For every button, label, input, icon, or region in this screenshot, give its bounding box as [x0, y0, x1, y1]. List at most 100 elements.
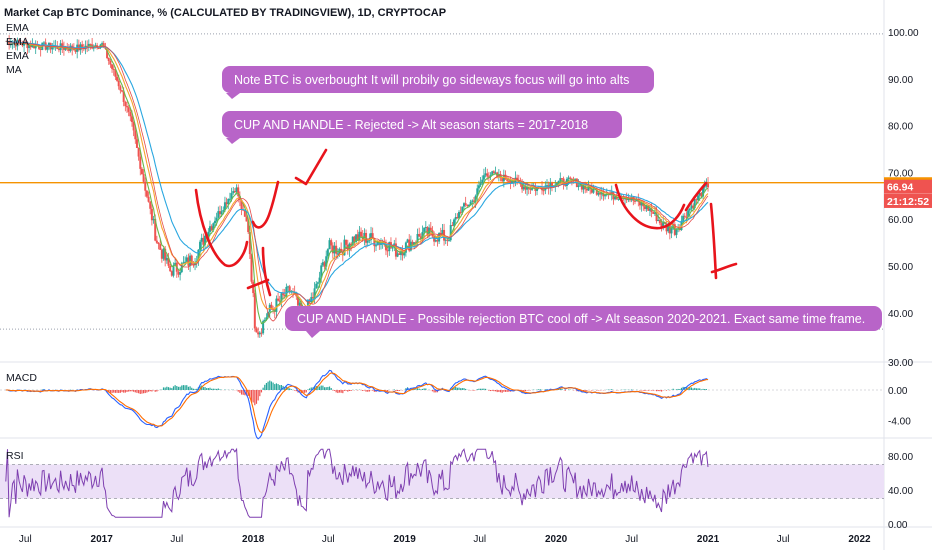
candle-body	[142, 174, 145, 182]
indicator-label-ema-3[interactable]: EMA	[6, 50, 29, 62]
candle-body	[235, 187, 238, 192]
candle-body	[474, 195, 477, 202]
candle-body	[323, 262, 326, 267]
time-tick-label: 2022	[848, 534, 871, 545]
candle-body	[122, 91, 125, 102]
candle-body	[700, 192, 703, 197]
annotations[interactable]: Note BTC is overbought It will probily g…	[222, 66, 882, 338]
candle-body	[351, 236, 354, 246]
price-tick-label: 40.00	[888, 309, 913, 320]
candle-body	[492, 171, 495, 174]
candle-body	[648, 208, 651, 211]
candle-body	[72, 49, 75, 51]
candle-body	[316, 282, 319, 284]
candle-body	[282, 293, 285, 295]
candle-body	[703, 186, 706, 188]
candle-body	[343, 239, 346, 256]
candle-body	[160, 249, 163, 259]
candle-body	[411, 241, 414, 245]
indicator-label-ma[interactable]: MA	[6, 64, 22, 76]
candle-body	[152, 218, 155, 221]
macd-line	[5, 369, 709, 440]
candle-body	[199, 241, 202, 250]
candle-body	[233, 191, 236, 193]
candle-body	[350, 243, 353, 246]
candle-body	[529, 188, 532, 190]
annotation-bubble[interactable]	[285, 306, 882, 331]
chart-title: Market Cap BTC Dominance, % (CALCULATED …	[4, 7, 446, 19]
time-tick-label: Jul	[473, 534, 486, 545]
candle-body	[675, 228, 678, 235]
macd-pane[interactable]	[0, 369, 884, 440]
macd-pane-title[interactable]: MACD	[6, 372, 37, 384]
candle-body	[366, 240, 369, 243]
candle-body	[92, 47, 95, 49]
indicator-label-ema-2[interactable]: EMA	[6, 36, 29, 48]
candle-body	[399, 251, 402, 255]
candle-body	[278, 300, 281, 302]
annotation-text: CUP AND HANDLE - Possible rejection BTC …	[297, 312, 865, 326]
candle-body	[101, 43, 104, 45]
candle-body	[313, 288, 316, 298]
candle-body	[413, 242, 416, 245]
candle-body	[451, 225, 454, 227]
indicator-label-ema-1[interactable]: EMA	[6, 22, 29, 34]
annotation-bubble[interactable]	[222, 111, 622, 138]
candle-body	[557, 180, 560, 184]
price-axis[interactable]: 100.00 90.00 80.00 70.00 60.00 50.00 40.00	[888, 28, 919, 320]
candle-body	[403, 252, 406, 256]
ema-line-mid	[5, 40, 709, 310]
candle-body	[419, 236, 422, 240]
candle-body	[18, 39, 21, 43]
candle-body	[640, 203, 643, 206]
candle-body	[472, 200, 475, 202]
rsi-pane-title[interactable]: RSI	[6, 450, 24, 462]
candle-body	[355, 234, 358, 242]
candle-body	[255, 328, 258, 333]
candle-body	[315, 283, 318, 289]
candles[interactable]	[6, 35, 710, 338]
candle-body	[57, 49, 60, 51]
rsi-pane[interactable]	[5, 447, 709, 518]
candle-body	[162, 248, 165, 259]
candle-body	[125, 106, 128, 108]
candle-body	[477, 185, 480, 189]
candle-body	[682, 215, 685, 221]
candle-body	[135, 139, 138, 148]
candle-body	[643, 206, 646, 209]
drop-arrow-2018	[246, 246, 272, 297]
candle-body	[599, 193, 602, 195]
candle-body	[272, 308, 275, 310]
candle-body	[21, 44, 24, 46]
candle-body	[592, 188, 595, 193]
annotation-text: CUP AND HANDLE - Rejected -> Alt season …	[234, 118, 588, 132]
candle-body	[26, 42, 29, 49]
annotation-bubble[interactable]	[222, 66, 654, 93]
candle-body	[645, 205, 648, 209]
candle-body	[469, 201, 472, 205]
candle-body	[335, 245, 338, 254]
candle-body	[585, 188, 588, 191]
candle-body	[107, 58, 110, 62]
candle-body	[124, 101, 127, 107]
candle-body	[331, 245, 334, 254]
candle-body	[579, 183, 582, 186]
candle-body	[102, 43, 105, 48]
candle-body	[657, 219, 660, 222]
time-axis[interactable]: Jul 2017 Jul 2018 Jul 2019 Jul 2020 Jul 2021 Jul 20…	[19, 534, 871, 545]
candle-body	[112, 68, 115, 70]
candle-body	[114, 69, 117, 77]
macd-tick-label: 0.00	[888, 386, 908, 397]
candle-body	[595, 188, 598, 195]
candle-body	[486, 173, 489, 177]
candle-body	[184, 261, 187, 263]
price-tick-label: 80.00	[888, 122, 913, 133]
candle-body	[177, 271, 180, 275]
candle-body	[394, 243, 397, 257]
candle-body	[707, 183, 710, 188]
candle-body	[360, 231, 363, 237]
rsi-line	[5, 447, 709, 518]
rsi-tick-label: 0.00	[888, 520, 908, 531]
